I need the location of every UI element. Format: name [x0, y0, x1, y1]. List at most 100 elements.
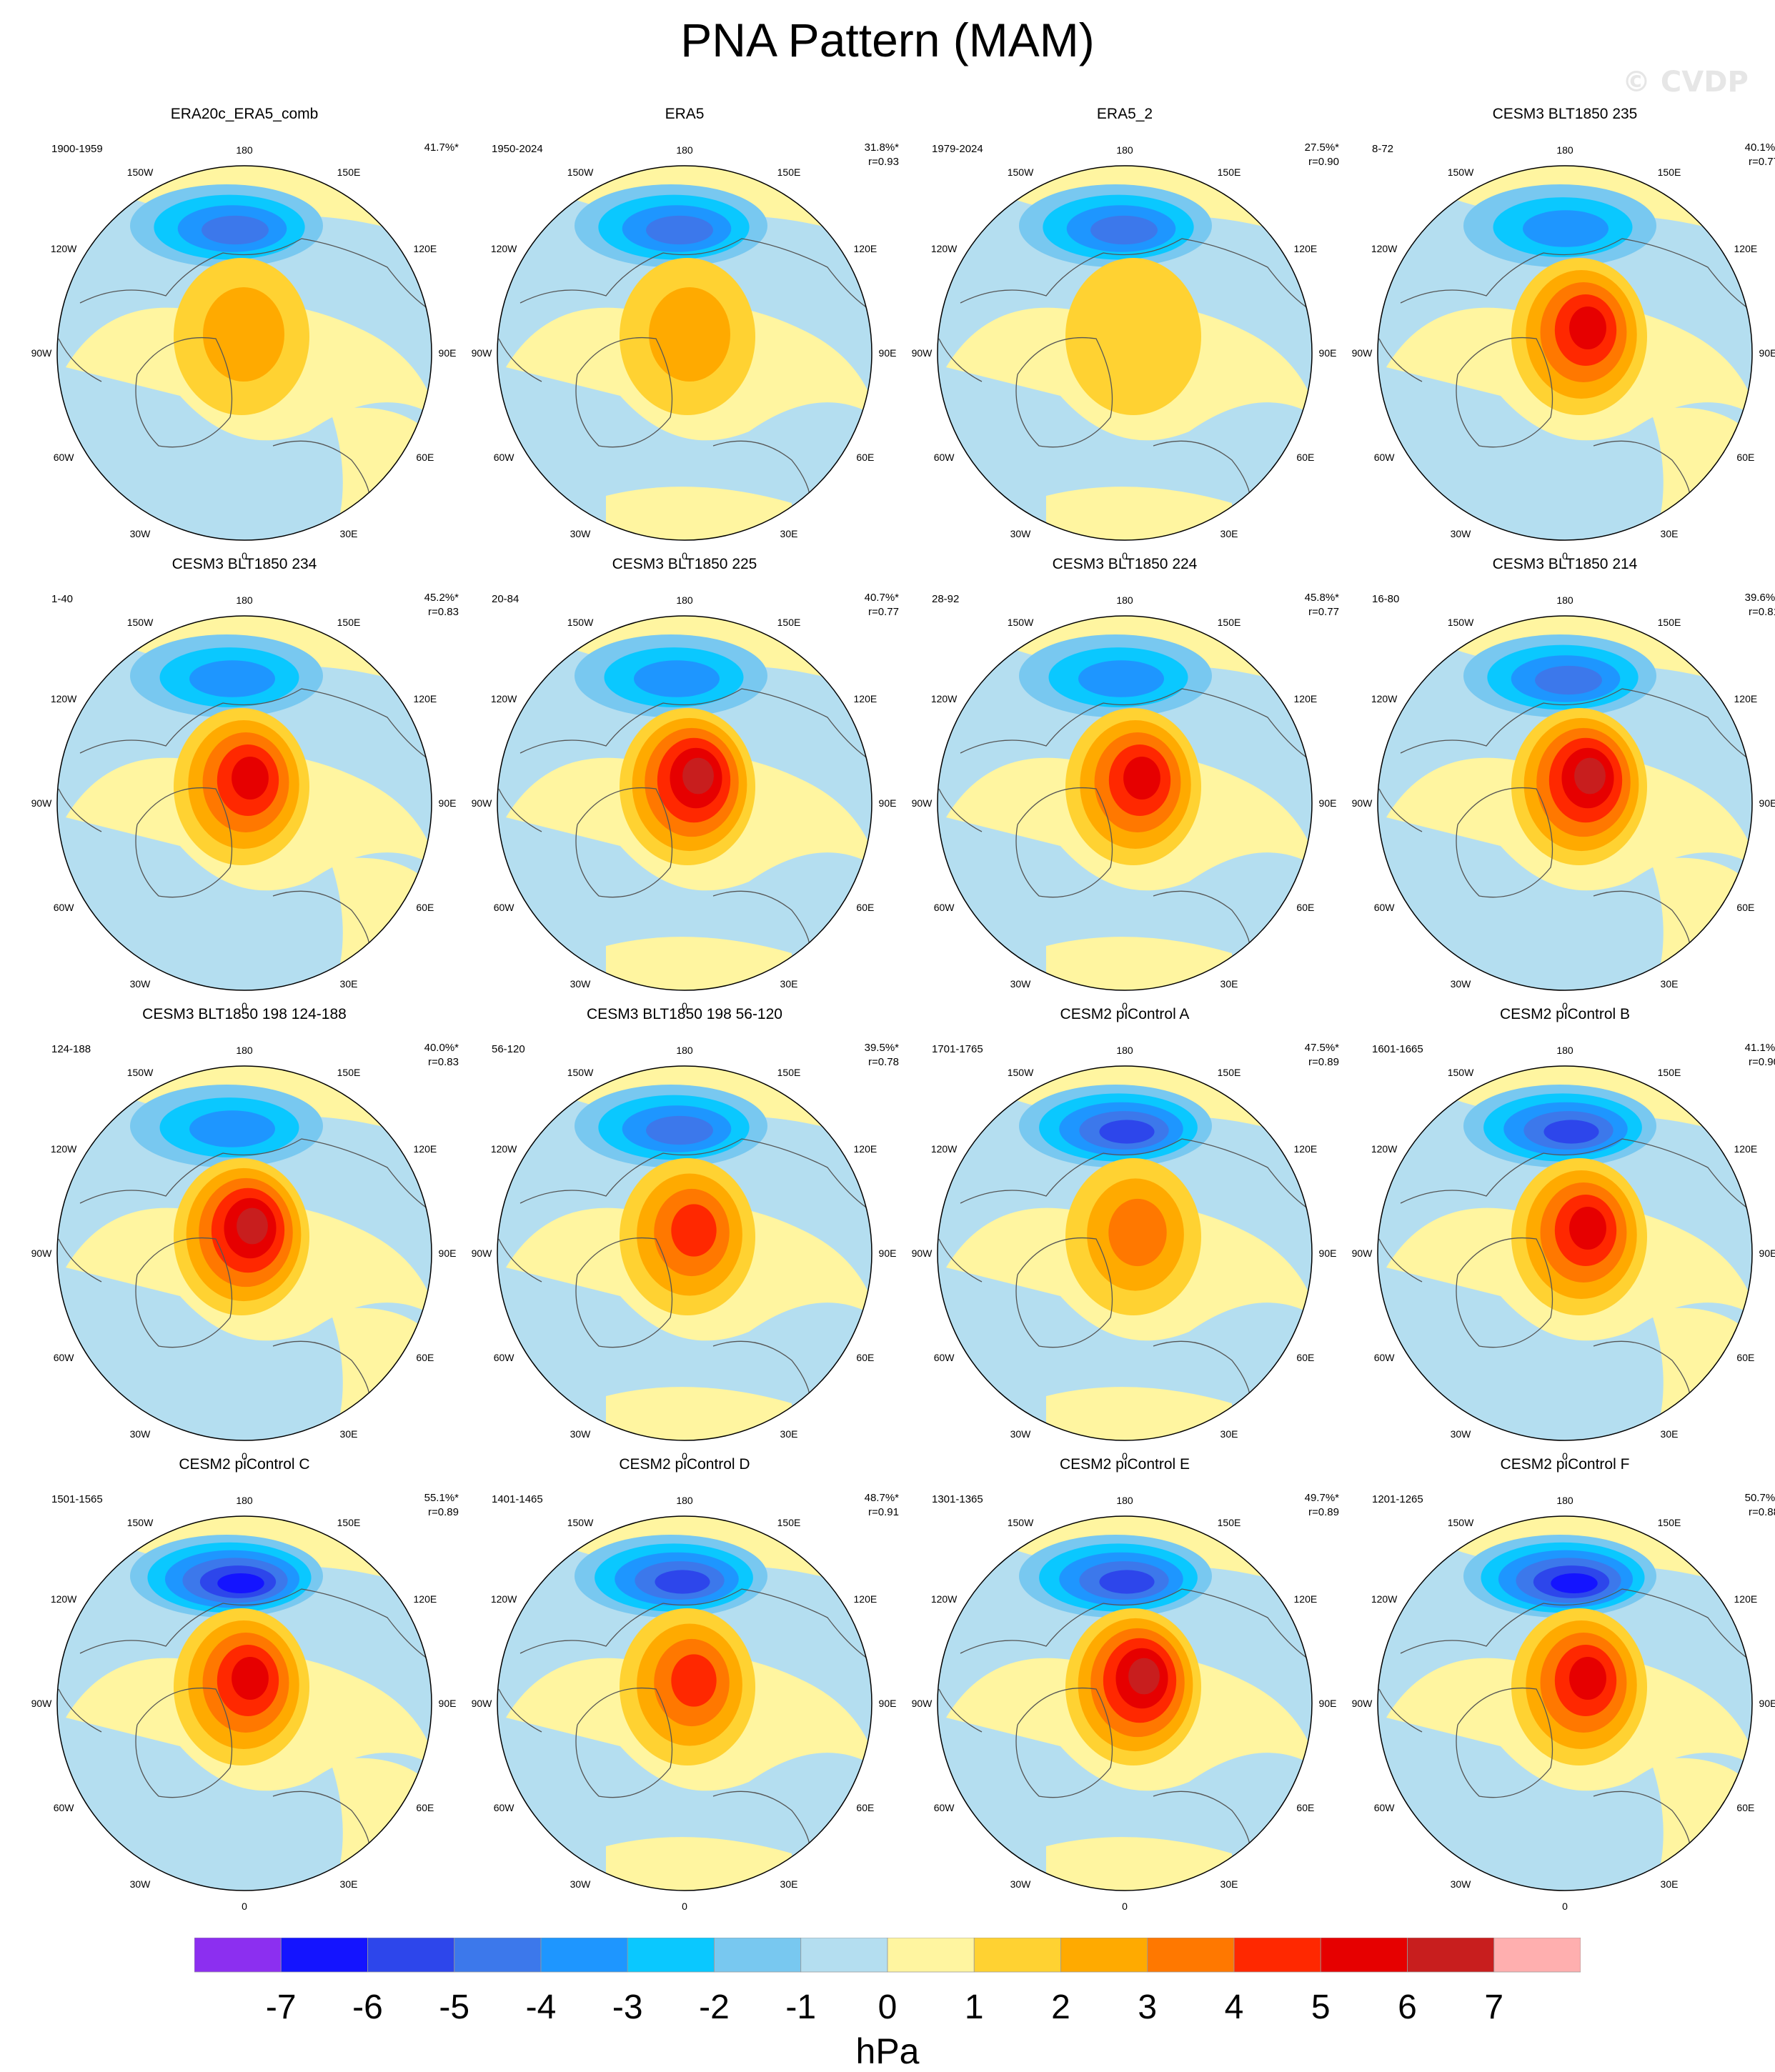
longitude-label: 60W: [1373, 1802, 1395, 1813]
longitude-label: 90E: [1759, 797, 1775, 809]
polar-map: [1377, 165, 1753, 541]
map-boundary: [1377, 1065, 1753, 1441]
panel-years: 1201-1265: [1372, 1493, 1423, 1505]
polar-map: [937, 1065, 1313, 1441]
longitude-label: 90W: [911, 1247, 933, 1259]
longitude-label: 0: [242, 1901, 247, 1912]
longitude-label: 90W: [1351, 797, 1373, 809]
longitude-label: 120E: [1734, 1143, 1758, 1155]
positive-contour: [1128, 1658, 1160, 1695]
longitude-label: 60E: [1736, 1802, 1755, 1813]
longitude-label: 150W: [1007, 1067, 1034, 1079]
longitude-label: 150W: [126, 1517, 154, 1529]
longitude-label: 150W: [1007, 1517, 1034, 1529]
longitude-label: 30W: [1010, 1428, 1031, 1440]
panel-title: CESM3 BLT1850 198 124-188: [142, 1006, 347, 1022]
longitude-label: 90W: [471, 797, 492, 809]
colorbar-swatch: [1407, 1938, 1495, 1973]
longitude-label: 60E: [416, 1352, 434, 1363]
positive-contour: [649, 287, 730, 382]
longitude-label: 60W: [53, 1352, 74, 1363]
panel-years: 1501-1565: [51, 1493, 103, 1505]
longitude-label: 180: [676, 1045, 693, 1056]
panel-title: ERA5: [665, 106, 705, 122]
positive-contour: [1569, 1207, 1606, 1250]
map-boundary: [1377, 1515, 1753, 1891]
longitude-label: 60W: [493, 1802, 514, 1813]
longitude-label: 60W: [1373, 452, 1395, 463]
contour-0-1: [606, 1387, 792, 1440]
longitude-label: 120E: [1734, 693, 1758, 704]
colorbar-swatch: [800, 1938, 888, 1973]
coastline: [1378, 238, 1751, 525]
coastline: [58, 688, 431, 975]
longitude-label: 90E: [1759, 347, 1775, 359]
longitude-label: 90E: [438, 1247, 457, 1259]
panel-pattern-corr: r=0.93: [868, 156, 899, 168]
longitude-label: 90W: [911, 797, 933, 809]
longitude-label: 60E: [1736, 902, 1755, 913]
longitude-label: 60E: [1296, 902, 1315, 913]
longitude-label: 60W: [53, 452, 74, 463]
panel-pattern-corr: r=0.77: [1749, 156, 1775, 168]
map-panel: ERA20c_ERA5_comb 1900-1959 41.7%* 180 150E 12…: [23, 106, 466, 563]
longitude-label: 30E: [1220, 527, 1238, 539]
longitude-label: 150W: [1447, 166, 1474, 179]
positive-contour: [1569, 1657, 1606, 1700]
longitude-label: 120W: [50, 243, 77, 254]
colorbar-swatch: [454, 1938, 542, 1973]
panel-title: CESM3 BLT1850 224: [1052, 556, 1198, 572]
panel-variance-pct: 39.6%*: [1744, 592, 1775, 604]
positive-contour: [1065, 258, 1201, 415]
colorbar-swatch: [973, 1938, 1061, 1973]
longitude-label: 120W: [930, 1143, 958, 1155]
longitude-label: 120E: [1293, 693, 1318, 704]
longitude-label: 150E: [1657, 617, 1681, 629]
longitude-label: 60W: [493, 902, 514, 913]
figure-title: PNA Pattern (MAM): [680, 14, 1095, 66]
negative-contour: [1099, 1570, 1155, 1594]
panel-years: 1979-2024: [932, 143, 983, 155]
negative-contour: [646, 1115, 713, 1145]
longitude-label: 120W: [1371, 1143, 1398, 1155]
longitude-label: 150E: [777, 166, 801, 179]
panel-title: CESM2 piControl E: [1059, 1456, 1190, 1473]
longitude-label: 90W: [31, 347, 52, 359]
longitude-label: 150E: [337, 1067, 361, 1079]
longitude-label: 60W: [493, 452, 514, 463]
longitude-label: 30E: [339, 977, 358, 990]
colorbar-tick-label: -5: [439, 1988, 470, 2026]
longitude-label: 60W: [53, 902, 74, 913]
polar-map: [497, 615, 872, 991]
longitude-label: 90E: [878, 797, 897, 809]
colorbar-units: hPa: [855, 2031, 920, 2071]
positive-contour: [682, 757, 714, 795]
positive-contour: [232, 757, 269, 800]
longitude-label: 60W: [933, 902, 955, 913]
map-panel: ERA5 1950-2024 31.8%* r=0.93 180 150E 120E 90E 6…: [463, 106, 906, 563]
coastline: [1378, 1588, 1751, 1876]
longitude-label: 150E: [777, 1067, 801, 1079]
longitude-label: 60E: [856, 452, 875, 463]
panel-title: CESM3 BLT1850 198 56-120: [587, 1006, 782, 1022]
map-boundary: [56, 165, 432, 541]
longitude-label: 90E: [1318, 797, 1337, 809]
longitude-label: 150E: [1217, 617, 1241, 629]
longitude-label: 30E: [1220, 977, 1238, 990]
longitude-label: 150W: [1007, 617, 1034, 629]
longitude-label: 150E: [337, 1517, 361, 1529]
longitude-label: 90W: [471, 347, 492, 359]
longitude-label: 90E: [1318, 1247, 1337, 1259]
longitude-label: 60W: [933, 452, 955, 463]
longitude-label: 30E: [1660, 1878, 1679, 1890]
longitude-label: 120E: [413, 1143, 437, 1155]
longitude-label: 120W: [1371, 243, 1398, 254]
longitude-label: 150W: [567, 166, 594, 179]
longitude-label: 120E: [853, 1143, 877, 1155]
longitude-label: 180: [1116, 144, 1133, 156]
map-panel: CESM2 piControl D 1401-1465 48.7%* r=0.91 18…: [463, 1456, 906, 1913]
polar-map: [1377, 1515, 1753, 1891]
longitude-label: 60E: [1296, 452, 1315, 463]
panel-years: 1401-1465: [492, 1493, 543, 1505]
polar-map: [1377, 615, 1753, 991]
